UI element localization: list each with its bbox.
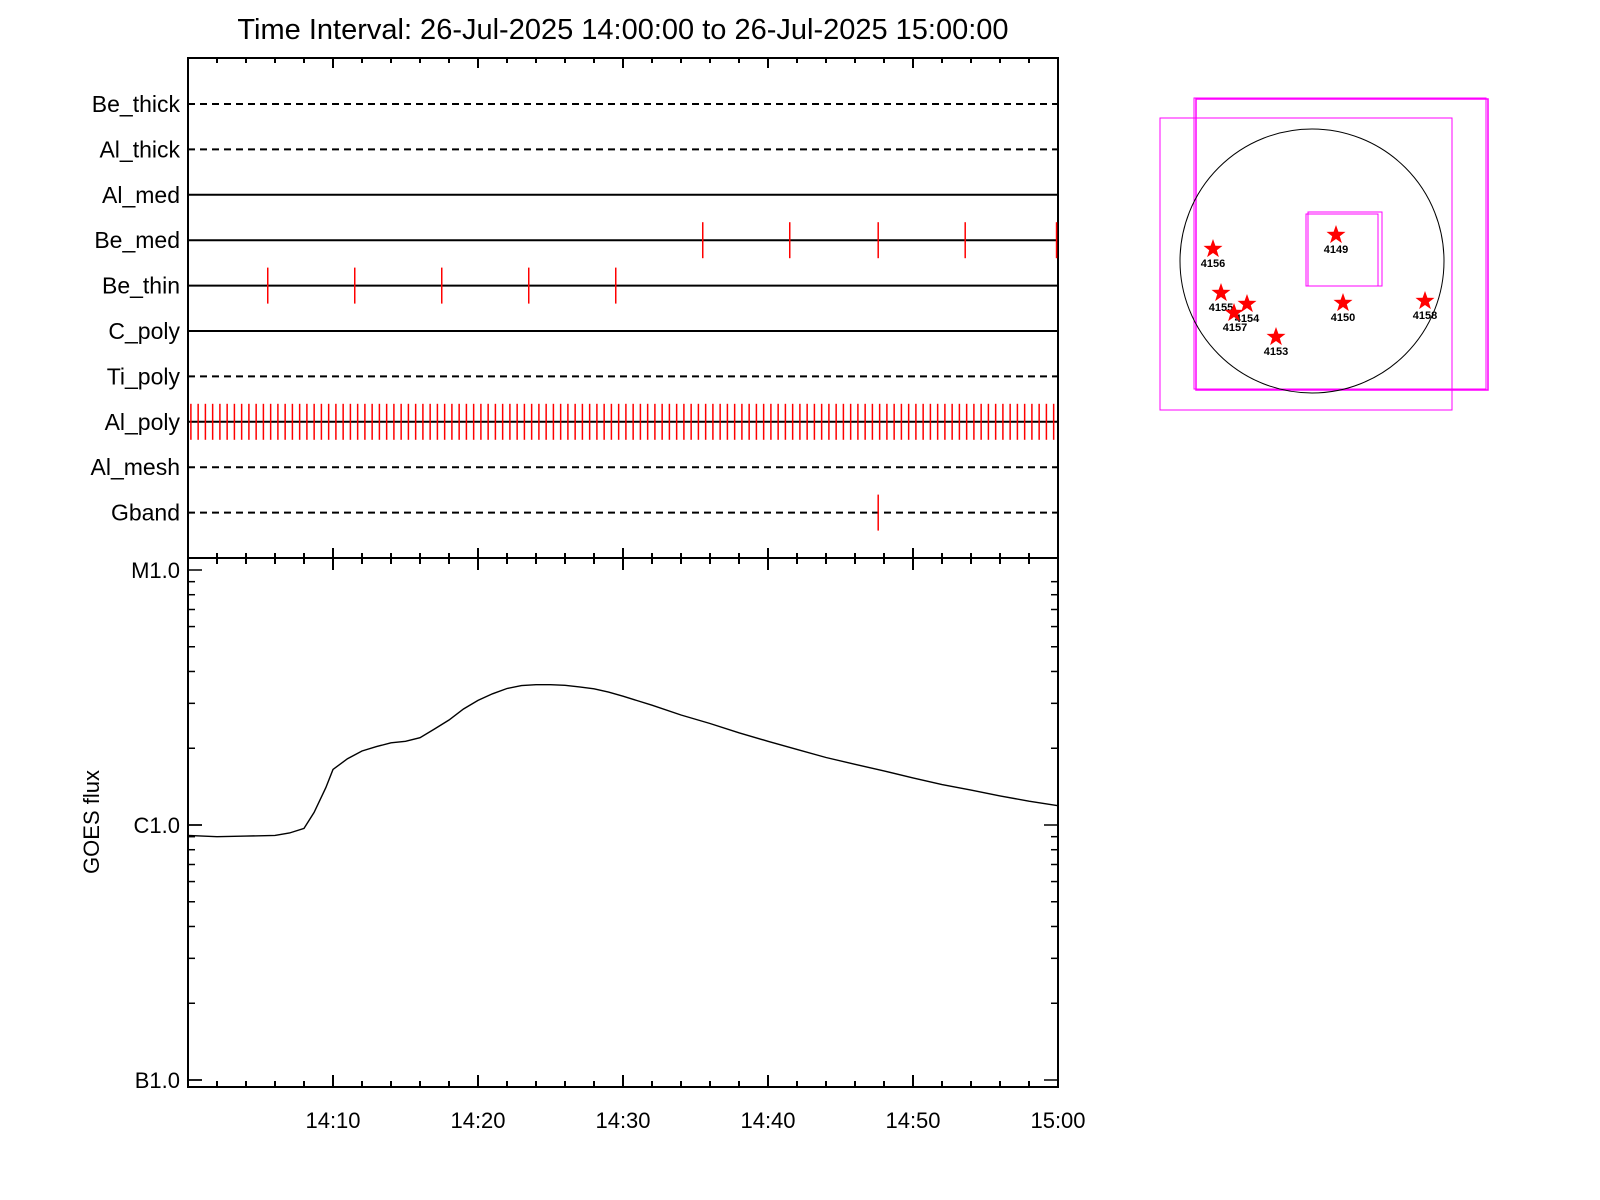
attenuator-panel: Be_thick Al_thick Al_med Be_med Be_thin C_pol… (91, 57, 1059, 559)
x-tick-label: 14:50 (885, 1108, 940, 1133)
chart-title: Time Interval: 26-Jul-2025 14:00:00 to 2… (237, 14, 1009, 46)
upper-frame (187, 57, 1059, 559)
region-label: 4158 (1413, 310, 1437, 322)
region-star (1415, 291, 1435, 310)
y-axis-label: GOES flux (79, 770, 104, 874)
region-star (1326, 225, 1346, 244)
fov-box (1159, 117, 1453, 411)
region-star (1203, 239, 1223, 258)
channel-label: Al_poly (105, 409, 181, 435)
region-label: 4154 (1235, 313, 1260, 325)
y-tick-label: C1.0 (134, 813, 180, 838)
region-star (1266, 327, 1286, 346)
solar-disk (1179, 128, 1445, 394)
channel-label: Al_med (102, 182, 180, 208)
channel-label: Be_med (94, 227, 180, 253)
y-tick-label: B1.0 (135, 1068, 180, 1093)
region-label: 4149 (1324, 244, 1348, 256)
fov-box (1193, 97, 1487, 390)
lower-frame (187, 557, 1059, 1088)
region-star (1211, 283, 1231, 302)
channel-label: Gband (111, 500, 180, 526)
goes-flux-panel: 14:10 14:20 14:30 14:40 14:50 15:00 B1.0 C1.0 M1… (79, 548, 1086, 1133)
channel-label: Al_mesh (91, 454, 180, 480)
x-tick-label: 14:40 (740, 1108, 795, 1133)
x-tick-label: 14:10 (305, 1108, 360, 1133)
x-tick-label: 14:30 (595, 1108, 650, 1133)
region-label: 4156 (1201, 258, 1225, 270)
y-tick-label: M1.0 (131, 558, 180, 583)
region-star (1237, 294, 1257, 313)
region-label: 4153 (1264, 346, 1288, 358)
channel-label: C_poly (108, 318, 180, 344)
channel-label: Be_thick (92, 91, 181, 117)
channel-label: Al_thick (99, 136, 180, 162)
region-label: 4150 (1331, 312, 1355, 324)
region-star (1224, 303, 1244, 322)
channel-label: Be_thin (102, 273, 180, 299)
region-star (1333, 293, 1353, 312)
fov-box-small (1305, 213, 1379, 287)
x-tick-label: 14:20 (450, 1108, 505, 1133)
x-tick-label: 15:00 (1030, 1108, 1085, 1133)
region-label: 4157 (1223, 322, 1247, 334)
channel-label: Ti_poly (107, 363, 181, 389)
goes-flux-line (187, 684, 1059, 838)
